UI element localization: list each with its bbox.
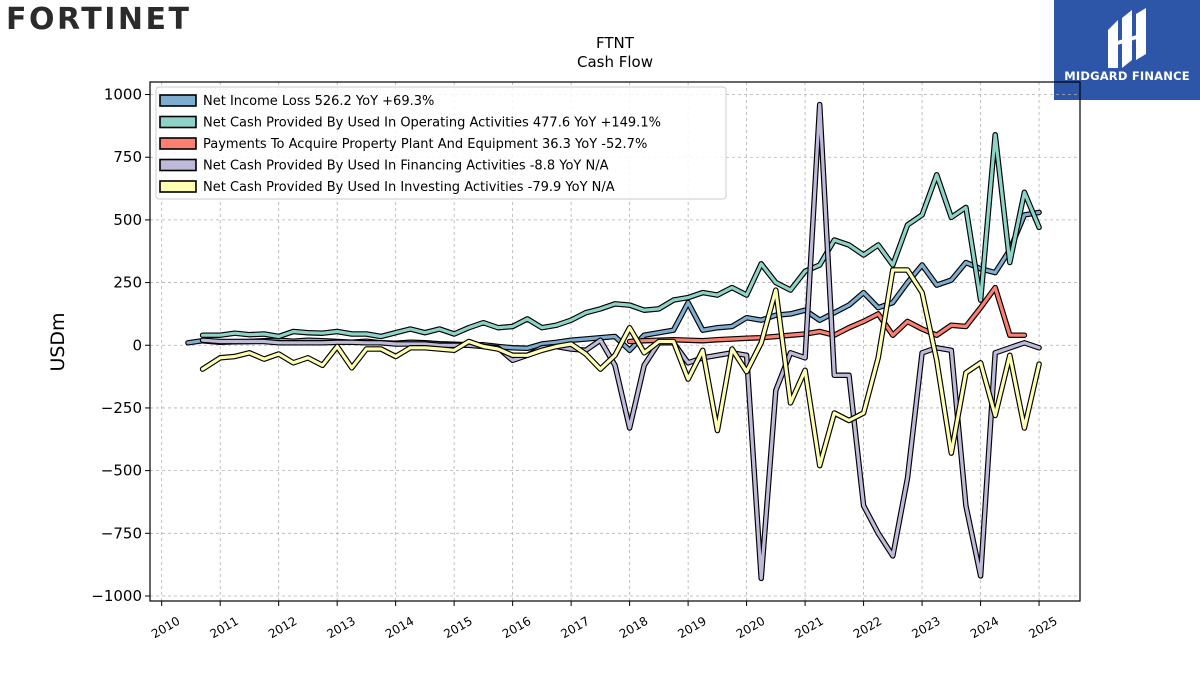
x-tick-label: 2022 <box>851 614 884 641</box>
midgard-logo-icon <box>1108 8 1146 68</box>
x-axis: 2010 2011 2012 2013 2014 2015 2016 2017 2018 2019… <box>149 601 1060 641</box>
x-tick-label: 2011 <box>207 614 240 641</box>
x-tick-label: 2023 <box>909 614 942 641</box>
partner-name: MIDGARD FINANCE <box>1064 69 1190 83</box>
x-tick-label: 2015 <box>441 614 474 641</box>
y-axis: 1000 750 500 250 0 −250 −500 −750 −1000 <box>91 86 150 605</box>
series-outline-0 <box>185 209 1042 354</box>
y-tick-label: −750 <box>101 524 142 542</box>
midgard-finance-badge: MIDGARD FINANCE <box>1054 0 1200 100</box>
legend-swatch <box>159 94 197 107</box>
legend-swatch <box>159 158 197 172</box>
y-axis-label: USDm <box>47 312 69 371</box>
y-tick-label: 750 <box>113 148 142 166</box>
x-tick-label: 2016 <box>500 614 533 641</box>
chart-title: FTNT <box>596 34 635 52</box>
legend-label: Net Cash Provided By Used In Investing A… <box>203 180 615 195</box>
x-tick-label: 2017 <box>558 614 591 641</box>
fortinet-logo-wordmark: FORTINET <box>6 3 191 35</box>
y-tick-label: 0 <box>132 336 142 354</box>
y-tick-label: −1000 <box>91 587 142 605</box>
x-tick-label: 2012 <box>266 614 299 641</box>
legend-swatch <box>159 115 197 129</box>
series-line-1 <box>201 133 1041 339</box>
x-tick-label: 2013 <box>324 614 357 641</box>
y-tick-label: −250 <box>101 399 142 417</box>
x-tick-label: 2014 <box>383 614 416 641</box>
x-tick-label: 2018 <box>617 614 650 641</box>
x-tick-label: 2019 <box>675 614 708 641</box>
legend-swatch <box>159 137 197 150</box>
x-tick-label: 2024 <box>968 614 1001 641</box>
legend-label: Net Cash Provided By Used In Financing A… <box>203 159 609 174</box>
chart-subtitle: Cash Flow <box>577 53 653 71</box>
y-tick-label: 250 <box>113 274 142 292</box>
x-tick-label: 2025 <box>1026 614 1059 641</box>
legend-swatch <box>159 180 197 193</box>
legend-label: Net Cash Provided By Used In Operating A… <box>203 116 661 131</box>
y-tick-label: 500 <box>113 211 142 229</box>
legend-label: Net Income Loss 526.2 YoY +69.3% <box>203 94 434 109</box>
legend-label: Payments To Acquire Property Plant And E… <box>203 137 647 152</box>
legend: Net Income Loss 526.2 YoY +69.3% Net Cash… <box>155 86 727 200</box>
legend-box <box>155 86 727 200</box>
series-line-4 <box>201 268 1041 468</box>
x-tick-label: 2021 <box>792 614 825 641</box>
series-line-2 <box>627 286 1027 344</box>
fortinet-logo: FORTINET <box>4 2 236 37</box>
plot-frame <box>149 81 1081 602</box>
y-tick-label: 1000 <box>104 86 142 104</box>
x-tick-label: 2010 <box>149 614 182 641</box>
series-line-3 <box>201 102 1041 581</box>
y-tick-label: −500 <box>101 462 142 480</box>
series-lines <box>185 101 1042 582</box>
x-tick-label: 2020 <box>734 614 767 641</box>
